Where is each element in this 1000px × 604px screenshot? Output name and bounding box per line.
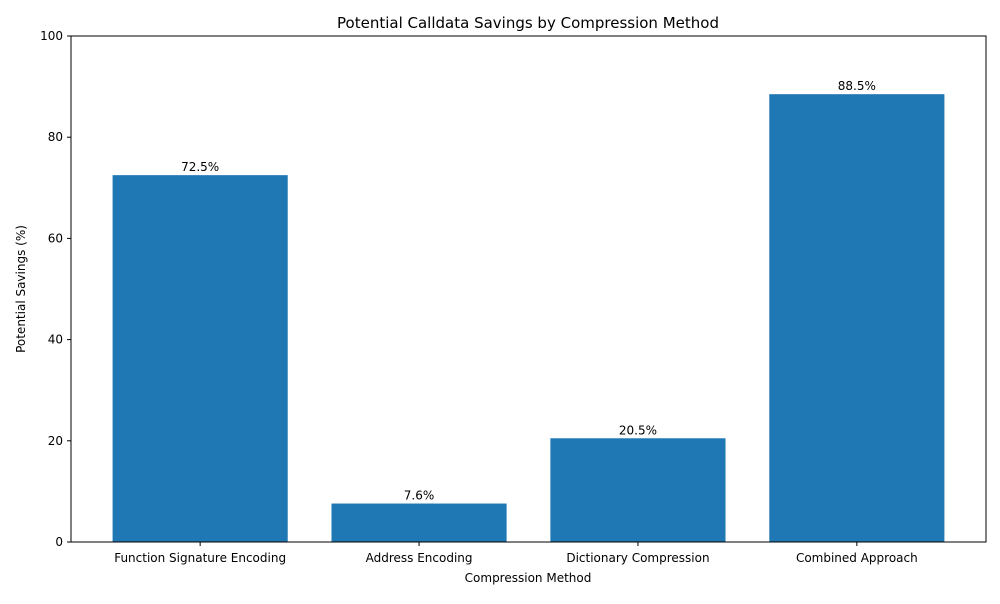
y-tick-label-4: 80	[48, 130, 63, 144]
bar-value-label-3: 88.5%	[838, 79, 876, 93]
x-tick-label-1: Address Encoding	[366, 551, 473, 565]
bar-value-label-0: 72.5%	[181, 160, 219, 174]
bar-value-label-1: 7.6%	[404, 489, 435, 503]
y-axis-ticks: 0 20 40 60 80 100	[40, 29, 71, 549]
bar-0	[112, 175, 288, 542]
x-axis-ticks: Function Signature Encoding Address Encod…	[114, 542, 918, 565]
y-tick-label-0: 0	[55, 535, 63, 549]
y-tick-label-1: 20	[48, 434, 63, 448]
bars-layer	[112, 94, 945, 542]
chart-title: Potential Calldata Savings by Compressio…	[337, 14, 719, 32]
bar-2	[550, 438, 726, 542]
bar-3	[769, 94, 945, 542]
x-axis-label: Compression Method	[465, 571, 592, 585]
bar-value-label-2: 20.5%	[619, 423, 657, 437]
bar-1	[331, 503, 507, 542]
y-axis-label: Potential Savings (%)	[14, 225, 28, 353]
x-tick-label-2: Dictionary Compression	[566, 551, 709, 565]
value-labels-layer: 72.5% 7.6% 20.5% 88.5%	[181, 79, 876, 502]
x-tick-label-3: Combined Approach	[796, 551, 918, 565]
x-tick-label-0: Function Signature Encoding	[114, 551, 286, 565]
y-tick-label-2: 40	[48, 333, 63, 347]
y-tick-label-5: 100	[40, 29, 63, 43]
y-tick-label-3: 60	[48, 231, 63, 245]
plot-area-frame	[70, 35, 987, 543]
